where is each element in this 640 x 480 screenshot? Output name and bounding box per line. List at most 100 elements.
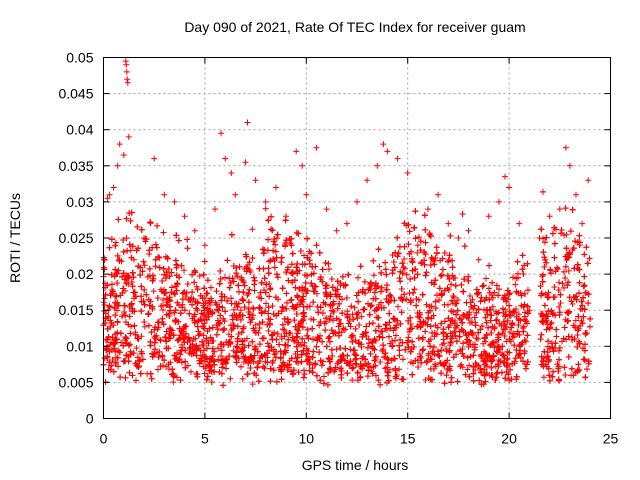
roti-point	[502, 375, 509, 382]
roti-point	[415, 364, 422, 370]
roti-point	[120, 237, 127, 243]
roti-point	[401, 291, 408, 298]
roti-point	[176, 274, 183, 281]
roti-point	[565, 353, 572, 360]
roti-point	[468, 330, 475, 336]
roti-point	[460, 288, 467, 295]
roti-point	[223, 360, 230, 367]
roti-point	[561, 364, 568, 371]
roti-point	[464, 354, 471, 361]
roti-point	[586, 255, 593, 262]
roti-point	[242, 354, 249, 361]
roti-point	[103, 347, 110, 354]
roti-point	[293, 264, 300, 271]
roti-point	[583, 330, 590, 336]
roti-point	[133, 345, 140, 352]
roti-point	[289, 279, 296, 286]
roti-point	[475, 329, 482, 336]
roti-point	[459, 350, 466, 357]
roti-point	[251, 287, 258, 294]
roti-point	[221, 326, 228, 333]
roti-point	[390, 259, 397, 265]
roti-point	[509, 320, 516, 327]
roti-point	[544, 353, 551, 360]
roti-point	[333, 346, 340, 353]
roti-point	[483, 363, 490, 370]
roti-point	[108, 346, 115, 353]
roti-point	[369, 370, 376, 377]
roti-point	[222, 274, 228, 281]
roti-point	[470, 377, 477, 384]
roti-point	[284, 299, 290, 306]
roti-point	[208, 379, 215, 385]
roti-point	[278, 308, 285, 315]
roti-point	[481, 366, 488, 373]
roti-point	[294, 292, 301, 299]
roti-point	[209, 324, 216, 331]
roti-point	[565, 267, 572, 274]
roti-point	[440, 340, 447, 347]
roti-point	[137, 370, 144, 377]
roti-point	[268, 344, 275, 351]
roti-point	[545, 308, 552, 315]
roti-point	[147, 298, 154, 305]
roti-point	[352, 356, 359, 363]
roti-point	[481, 348, 488, 355]
roti-point	[107, 317, 114, 324]
roti-point	[143, 291, 150, 298]
roti-point	[245, 290, 252, 297]
roti-point	[126, 313, 133, 320]
roti-point	[419, 347, 426, 354]
roti-point	[398, 309, 405, 316]
roti-point	[188, 368, 194, 375]
roti-point	[378, 284, 385, 291]
roti-point	[387, 292, 394, 299]
roti-point	[288, 270, 295, 277]
roti-point	[213, 331, 220, 338]
roti-point	[285, 277, 292, 284]
roti-point	[578, 317, 585, 324]
roti-point	[310, 299, 317, 306]
roti-point	[580, 313, 587, 320]
roti-point	[507, 366, 514, 373]
roti-point	[173, 232, 180, 239]
roti-point	[141, 323, 148, 330]
roti-point	[186, 310, 193, 317]
roti-point	[454, 378, 461, 385]
roti-point	[564, 282, 571, 289]
roti-point	[135, 263, 142, 270]
roti-point	[157, 336, 164, 343]
roti-point	[140, 356, 146, 363]
roti-point	[505, 371, 512, 378]
roti-point	[239, 312, 246, 319]
roti-point	[252, 343, 258, 350]
roti-point	[373, 372, 379, 379]
roti-point	[116, 257, 123, 264]
roti-point	[366, 340, 372, 347]
roti-point	[127, 217, 134, 224]
chart-title: Day 090 of 2021, Rate Of TEC Index for r…	[184, 19, 525, 35]
roti-point	[380, 304, 387, 311]
roti-point	[354, 315, 361, 322]
roti-point	[189, 271, 196, 278]
roti-point	[233, 359, 240, 366]
roti-point	[101, 302, 108, 308]
roti-point	[310, 288, 317, 295]
roti-point	[409, 371, 416, 378]
roti-point	[547, 321, 554, 327]
roti-point	[494, 343, 501, 350]
roti-point	[399, 260, 406, 267]
roti-point	[249, 338, 256, 345]
roti-point	[294, 354, 301, 361]
roti-point	[496, 286, 502, 293]
roti-point	[105, 333, 112, 340]
roti-point	[292, 284, 299, 291]
roti-point	[546, 377, 553, 384]
roti-point	[466, 309, 473, 316]
roti-point	[564, 309, 570, 316]
roti-point	[410, 289, 417, 296]
roti-point	[472, 322, 479, 329]
roti-point	[260, 250, 267, 257]
roti-point	[203, 345, 210, 352]
roti-point	[108, 362, 115, 369]
